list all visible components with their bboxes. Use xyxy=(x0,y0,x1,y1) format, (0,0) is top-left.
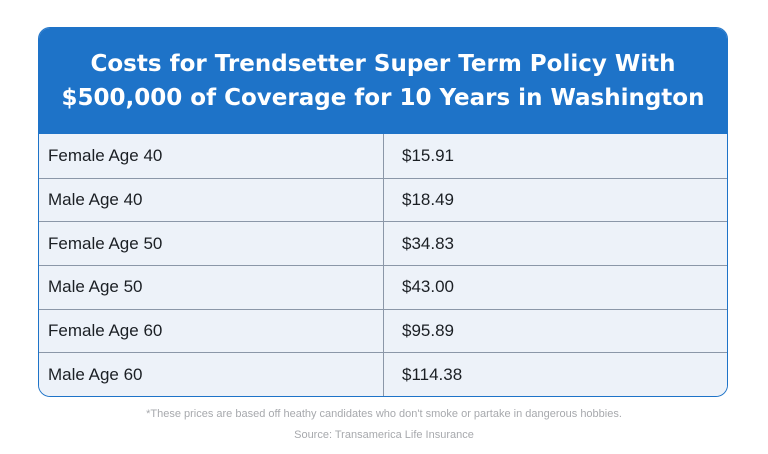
table-row: Female Age 40 $15.91 xyxy=(39,134,727,178)
row-label: Female Age 60 xyxy=(39,309,384,353)
row-value: $95.89 xyxy=(402,320,454,340)
row-value: $114.38 xyxy=(402,364,463,384)
table-title-line-2: $500,000 of Coverage for 10 Years in Was… xyxy=(61,85,705,111)
table-header: Costs for Trendsetter Super Term Policy … xyxy=(39,28,727,134)
table-row: Female Age 60 $95.89 xyxy=(39,308,727,353)
source-note: Source: Transamerica Life Insurance xyxy=(294,429,474,441)
table-title-line-1: Costs for Trendsetter Super Term Policy … xyxy=(90,51,676,77)
table-body: Female Age 40 $15.91 Male Age 40 $18.49 … xyxy=(39,134,727,396)
row-value: $15.91 xyxy=(402,145,454,165)
row-label: Female Age 40 xyxy=(39,134,384,178)
table-row: Male Age 60 $114.38 xyxy=(39,352,727,396)
table-row: Male Age 40 $18.49 xyxy=(39,177,727,222)
row-value: $34.83 xyxy=(402,233,454,253)
row-label: Female Age 50 xyxy=(39,222,384,265)
table-row: Female Age 50 $34.83 xyxy=(39,221,727,265)
row-label: Male Age 40 xyxy=(39,178,384,222)
table-row: Male Age 50 $43.00 xyxy=(39,264,727,309)
row-value: $43.00 xyxy=(402,277,454,297)
row-label: Male Age 50 xyxy=(39,265,384,309)
row-label: Male Age 60 xyxy=(39,353,384,396)
disclaimer-note: *These prices are based off heathy candi… xyxy=(146,408,622,420)
rates-table-card: Costs for Trendsetter Super Term Policy … xyxy=(38,27,728,397)
row-value: $18.49 xyxy=(402,189,454,209)
